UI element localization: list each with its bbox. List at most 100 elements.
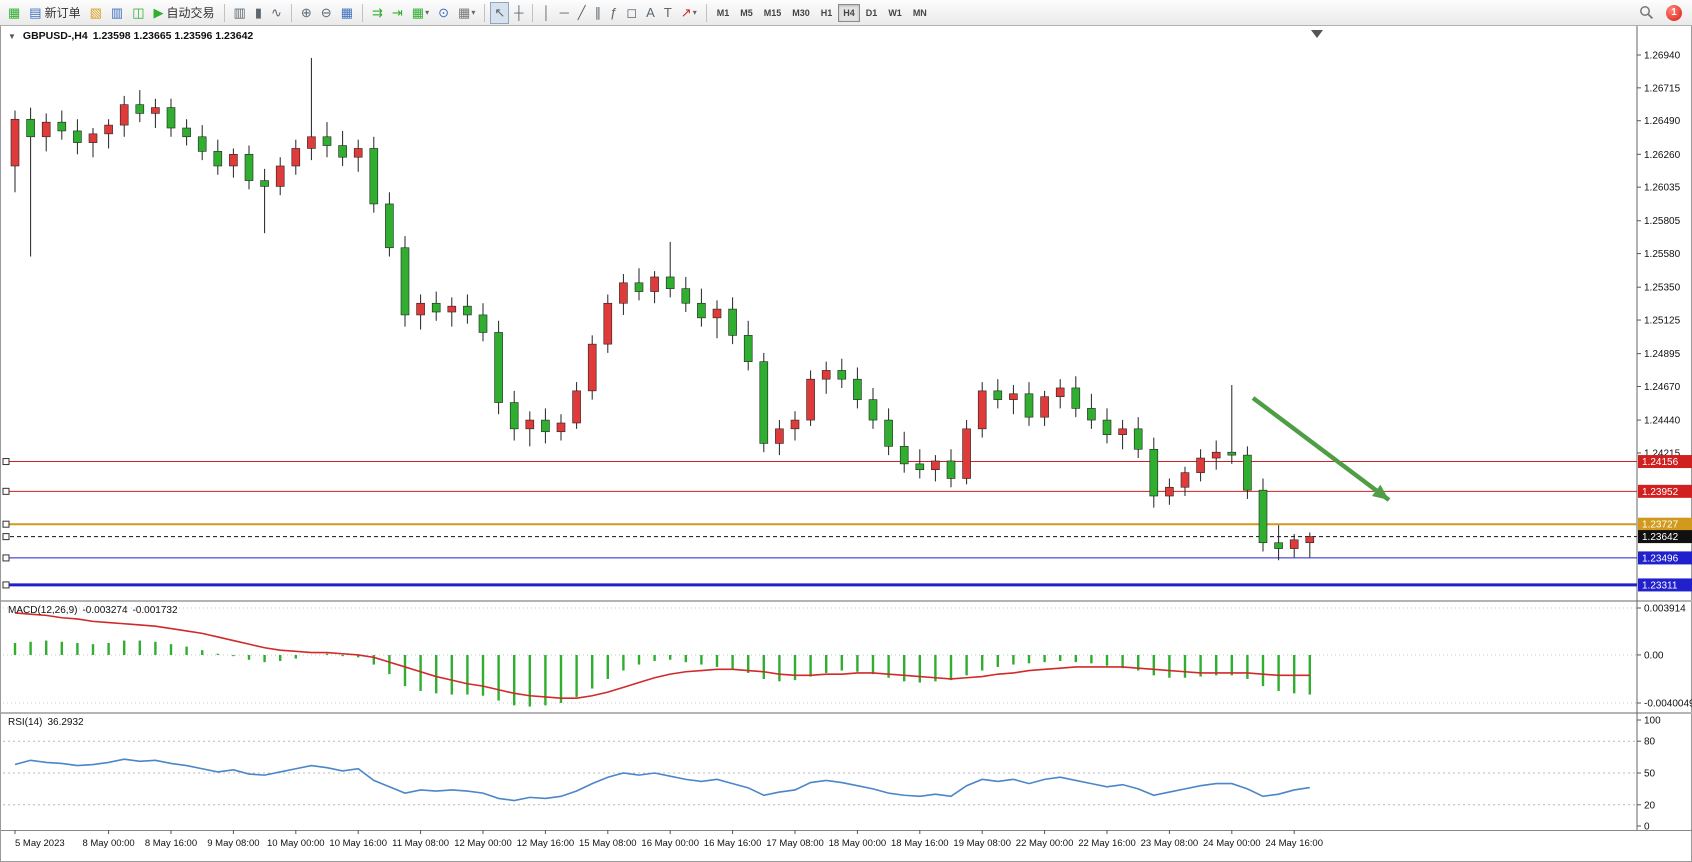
one-click-trading-arrow-icon[interactable]: ▼ [8, 31, 16, 41]
candle [307, 136, 316, 149]
candle [1258, 489, 1268, 544]
timeframe-button-W1[interactable]: W1 [883, 4, 907, 22]
search-button[interactable] [1635, 2, 1658, 24]
zoom-out-icon: ⊖ [320, 5, 332, 20]
crosshair-tool-button[interactable]: ┼ [510, 2, 527, 24]
vertical-line-tool-button[interactable]: │ [538, 2, 554, 24]
price-label-box [1638, 530, 1692, 544]
auto-scroll-icon: ⇉ [371, 5, 383, 20]
timeframe-toolbar: M1 M5 M15 M30 H1 H4 D1 W1 MN [712, 3, 932, 22]
macd-signal-line [14, 612, 1310, 699]
chart-shift-marker[interactable] [1311, 30, 1323, 38]
channel-icon: ∥ [594, 5, 602, 20]
time-axis-label: 8 May 00:00 [82, 838, 134, 849]
chart-window: 1.26940 1.26715 1.26490 1.26260 1.26035 1.258… [0, 26, 1692, 862]
toolbar: ▦ ▤ 新订单 ▧ ▥ ◫ ▶ 自动交易 ▥ ▮ ∿ ⊕ ⊖ ▦ ⇉ ⇥ ▦ ▾… [0, 0, 1692, 26]
new-order-button[interactable]: ▤ 新订单 [25, 2, 84, 24]
rsi-line [14, 758, 1310, 802]
hline-handle[interactable] [2, 458, 10, 466]
rsi-tick-label: 0 [1644, 822, 1650, 833]
notification-badge[interactable]: 1 [1666, 4, 1682, 21]
candle [681, 288, 691, 304]
timeframe-button-M30[interactable]: M30 [787, 4, 815, 22]
timeframe-button-H1[interactable]: H1 [816, 4, 838, 22]
price-label-text: 1.24156 [1642, 457, 1679, 468]
timeframe-button-D1[interactable]: D1 [861, 4, 883, 22]
timeframe-button-M5[interactable]: M5 [735, 4, 758, 22]
new-order-icon: ▤ [29, 5, 42, 20]
text-label-tool-button[interactable]: T [660, 2, 676, 24]
horizontal-line-tool-button[interactable]: ─ [556, 2, 573, 24]
candle [572, 390, 581, 424]
rsi-tick-label: 50 [1644, 769, 1656, 780]
candle [697, 302, 706, 319]
macd-tick-label: -0.0040049 [1644, 698, 1692, 709]
chart-profiles-button[interactable]: ▧ [86, 2, 106, 24]
candle [244, 153, 254, 181]
indicators-button[interactable]: ▦ ▾ [408, 2, 433, 24]
zoom-in-button[interactable]: ⊕ [297, 2, 316, 24]
candle [619, 282, 628, 304]
navigator-button[interactable]: ◫ [128, 2, 148, 24]
candle [229, 153, 238, 167]
candlestick-chart-icon: ▮ [254, 5, 262, 20]
shapes-tool-button[interactable]: ◻ [622, 2, 641, 24]
channel-tool-button[interactable]: ∥ [591, 2, 606, 24]
candle [400, 247, 410, 316]
text-tool-button[interactable]: A [642, 2, 659, 24]
panel-separator[interactable] [1, 600, 1692, 602]
zoom-out-button[interactable]: ⊖ [317, 2, 336, 24]
time-axis-label: 12 May 16:00 [517, 838, 575, 849]
candle [587, 343, 597, 392]
trendline-tool-button[interactable]: ╱ [574, 2, 590, 24]
cursor-tool-button[interactable]: ↖ [490, 1, 510, 24]
hline-handle[interactable] [2, 487, 10, 495]
price-tick-label: 1.26715 [1644, 83, 1681, 94]
candle [634, 282, 644, 292]
fibonacci-tool-button[interactable]: ƒ [606, 2, 621, 24]
candle [915, 463, 925, 471]
timeframe-button-MN[interactable]: MN [908, 4, 932, 22]
candle [1040, 396, 1049, 418]
chart-profiles-icon: ▧ [89, 5, 102, 20]
panel-separator[interactable] [1, 712, 1692, 714]
toolbar-separator [290, 3, 292, 22]
auto-trading-button[interactable]: ▶ 自动交易 [150, 2, 219, 24]
chart-canvas[interactable]: 1.26940 1.26715 1.26490 1.26260 1.26035 1.258… [1, 26, 1692, 862]
hline-handle[interactable] [2, 533, 10, 541]
candle [1087, 408, 1096, 421]
auto-trading-play-icon: ▶ [153, 5, 164, 20]
candle [1009, 393, 1018, 400]
market-watch-button[interactable]: ▥ [107, 2, 127, 24]
time-axis-label: 18 May 00:00 [829, 838, 887, 849]
candle [416, 302, 425, 316]
timeframe-button-M15[interactable]: M15 [759, 4, 787, 22]
hline-handle[interactable] [2, 554, 10, 562]
hline-handle[interactable] [2, 520, 10, 528]
line-chart-button[interactable]: ∿ [267, 2, 286, 24]
arrows-tool-button[interactable]: ↗ ▾ [677, 2, 701, 24]
candle [260, 180, 269, 187]
crosshair-icon: ┼ [514, 5, 524, 20]
arrows-icon: ↗ [680, 5, 692, 20]
candle [993, 390, 1003, 400]
hline-handle[interactable] [2, 581, 10, 589]
timeframe-button-H4[interactable]: H4 [838, 3, 860, 22]
candle [1227, 451, 1237, 456]
clock-button[interactable]: ⊙ [434, 2, 453, 24]
candle [665, 276, 675, 289]
candle [353, 148, 363, 158]
bar-chart-button[interactable]: ▥ [230, 2, 250, 24]
auto-scroll-button[interactable]: ⇉ [368, 2, 387, 24]
candle [1305, 536, 1315, 544]
time-axis-label: 22 May 16:00 [1078, 838, 1136, 849]
trend-arrow[interactable] [1251, 396, 1391, 502]
candle [1102, 419, 1112, 435]
tile-windows-button[interactable]: ▦ [337, 2, 357, 24]
timeframe-button-M1[interactable]: M1 [712, 4, 735, 22]
candle [1071, 387, 1081, 409]
history-button[interactable]: ▦ ▾ [454, 2, 479, 24]
chart-shift-button[interactable]: ⇥ [388, 2, 407, 24]
candlestick-chart-button[interactable]: ▮ [251, 2, 266, 24]
new-chart-button[interactable]: ▦ [4, 2, 24, 24]
